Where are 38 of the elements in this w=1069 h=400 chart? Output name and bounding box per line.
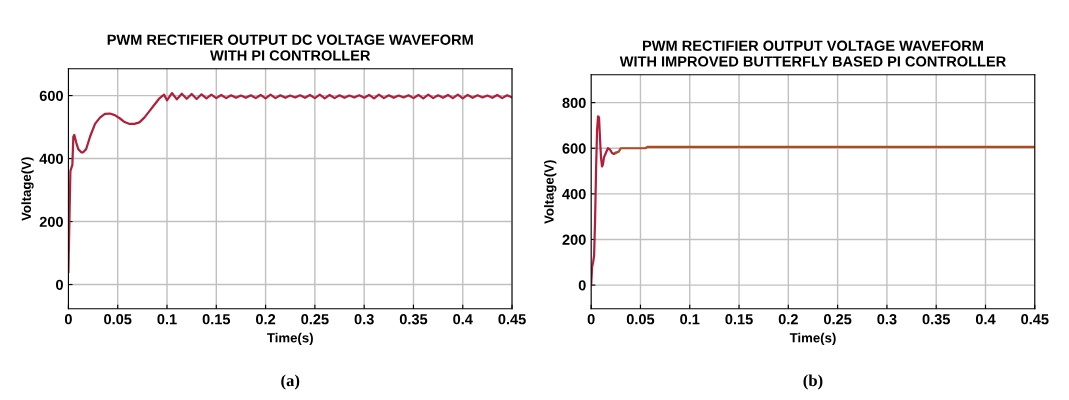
y-tick-label: 600 (39, 90, 63, 101)
x-tick-label: 0.05 (626, 314, 655, 325)
chart-title: PWM RECTIFIER OUTPUT DC VOLTAGE WAVEFORM WITH PI CONTROLLER (107, 34, 473, 61)
y-tick-label: 0 (578, 280, 586, 291)
x-tick-label: 0 (64, 314, 72, 325)
y-axis-title: Voltage(V) (544, 160, 557, 224)
line-series (68, 91, 513, 274)
y-tick-label: 800 (562, 97, 586, 109)
x-axis-title: Time(s) (789, 332, 836, 346)
y-axis-title: Voltage(V) (21, 157, 34, 221)
x-tick-label: 0.15 (202, 314, 231, 325)
y-tick-label: 200 (39, 216, 63, 227)
x-tick-label: 0.25 (301, 314, 329, 325)
x-tick-label: 0.4 (975, 314, 996, 325)
y-tick-label: 400 (562, 188, 586, 200)
x-tick-label: 0 (587, 314, 595, 325)
x-tick-label: 0.2 (778, 314, 798, 325)
chart-title: PWM RECTIFIER OUTPUT VOLTAGE WAVEFORM WITH IMPROVED BUTTERFLY BASED PI CONTROLLER (619, 40, 1006, 67)
y-tick-label: 200 (562, 234, 586, 245)
x-tick-label: 0.3 (877, 314, 897, 325)
x-tick-label: 0.35 (399, 314, 428, 325)
x-tick-label: 0.3 (354, 314, 374, 325)
x-tick-label: 0.35 (922, 314, 950, 325)
text: (a) (281, 374, 300, 390)
y-tick-label: 0 (56, 279, 63, 290)
x-tick-label: 0.2 (256, 314, 276, 325)
y-tick-label: 400 (39, 153, 63, 164)
x-tick-label: 0.45 (1021, 314, 1049, 325)
x-tick-label: 0.05 (104, 314, 132, 325)
x-tick-label: 0.1 (680, 314, 700, 325)
x-axis-title: Time(s) (267, 332, 313, 346)
x-tick-label: 0.25 (824, 314, 852, 325)
x-tick-label: 0.1 (157, 314, 177, 325)
x-tick-label: 0.45 (498, 314, 526, 325)
text: (b) (803, 374, 823, 390)
y-tick-label: 600 (562, 143, 586, 154)
x-tick-label: 0.4 (453, 314, 473, 325)
x-tick-label: 0.15 (725, 314, 753, 325)
